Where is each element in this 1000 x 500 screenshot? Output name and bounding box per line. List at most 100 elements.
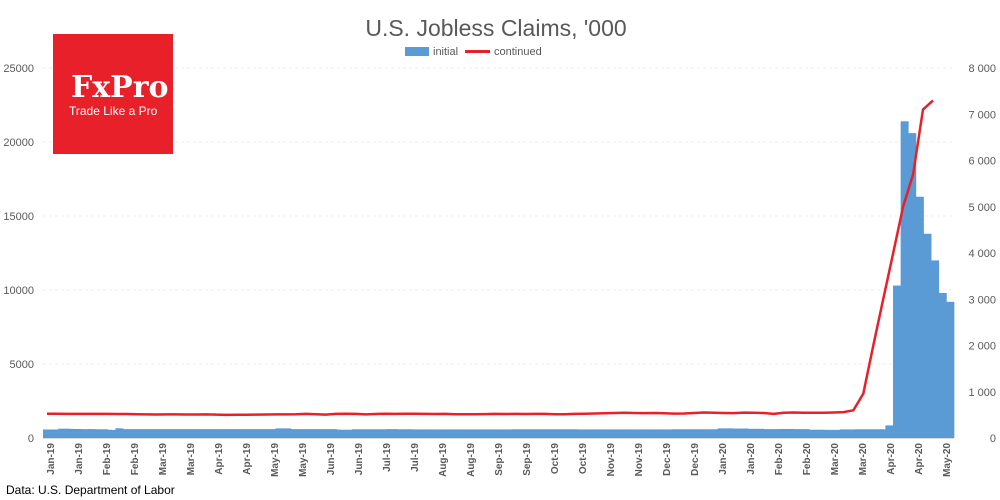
initial-bar (50, 429, 55, 438)
initial-bar (431, 429, 436, 438)
initial-bar (473, 429, 478, 438)
initial-bar (523, 429, 528, 438)
initial-claims-bars (43, 121, 955, 438)
initial-bar (386, 429, 391, 438)
initial-bar (885, 425, 890, 438)
initial-bar (366, 429, 372, 438)
initial-bar (123, 429, 128, 438)
initial-bar (229, 429, 234, 438)
y-right-tick-label: 6 000 (968, 156, 996, 168)
initial-bar (172, 429, 177, 438)
y-right-tick-label: 8 000 (968, 63, 996, 75)
initial-bar (763, 429, 768, 438)
initial-bar (424, 429, 429, 438)
initial-bar (538, 429, 543, 438)
initial-bar (96, 429, 101, 438)
x-tick-label: Dec-19 (662, 443, 673, 476)
initial-bar (306, 429, 311, 438)
initial-bar (218, 429, 223, 438)
initial-bar (767, 429, 772, 438)
initial-bar (111, 430, 116, 438)
initial-bar (828, 429, 833, 438)
initial-bar (721, 428, 726, 438)
initial-bar (488, 429, 494, 438)
initial-bar (908, 133, 913, 438)
initial-bar (584, 429, 589, 438)
initial-bar (241, 429, 246, 438)
initial-bar (92, 429, 97, 438)
initial-bar (778, 428, 783, 438)
initial-bar (923, 233, 928, 438)
initial-bar (717, 428, 722, 438)
x-tick-label: Nov-19 (606, 443, 617, 477)
initial-bar (336, 429, 341, 438)
initial-bar (153, 429, 158, 438)
initial-bar (900, 121, 905, 438)
initial-bar (43, 429, 48, 438)
y-right-tick-label: 2 000 (968, 341, 996, 353)
initial-bar (675, 429, 680, 438)
initial-bar (340, 429, 345, 438)
initial-bar (492, 429, 497, 438)
initial-bar (73, 428, 78, 438)
initial-bar (816, 429, 821, 438)
initial-bar (397, 429, 402, 438)
initial-bar (271, 429, 276, 438)
initial-bar (363, 429, 368, 438)
initial-bar (370, 429, 375, 438)
logo-brand: FxPro (71, 70, 169, 105)
initial-bar (84, 429, 90, 438)
legend-initial-swatch (405, 47, 429, 56)
initial-bar (527, 429, 532, 438)
initial-bar (466, 429, 471, 438)
x-axis: Jan-19 Jan-19 Feb-19 Feb-19 Mar-19 Mar-19 Apr-… (46, 443, 953, 477)
initial-bar (641, 429, 646, 438)
x-tick-label: Sep-19 (522, 443, 533, 476)
initial-bar (774, 429, 780, 438)
initial-bar (668, 429, 673, 438)
initial-bar (637, 429, 642, 438)
legend: initial continued (405, 46, 542, 58)
initial-bar (351, 429, 356, 438)
initial-bar (626, 429, 631, 438)
y-axis-left: 0 5000 10000 15000 20000 25000 (3, 63, 34, 445)
initial-bar (393, 429, 398, 438)
initial-bar (572, 429, 577, 438)
initial-bar (755, 428, 760, 438)
initial-bar (687, 429, 692, 438)
x-tick-label: Aug-19 (466, 443, 477, 477)
initial-bar (519, 429, 524, 438)
initial-bar (214, 429, 219, 438)
initial-bar (656, 429, 661, 438)
initial-bar (866, 429, 871, 438)
initial-bar (313, 429, 318, 438)
initial-bar (119, 428, 124, 438)
initial-bar (260, 429, 265, 438)
initial-bar (290, 429, 295, 438)
initial-bar (915, 196, 921, 438)
y-left-tick-label: 5000 (10, 359, 34, 371)
initial-bar (65, 428, 71, 438)
initial-bar (378, 429, 383, 438)
continued-line (47, 99, 934, 417)
initial-bar (591, 429, 597, 438)
initial-bar (374, 429, 379, 438)
initial-bar (126, 429, 132, 438)
initial-bar (500, 429, 505, 438)
initial-bar (168, 429, 173, 438)
initial-bar (283, 428, 288, 438)
initial-bar (481, 429, 486, 438)
initial-bar (427, 429, 433, 438)
initial-bar (660, 429, 665, 438)
source-note: Data: U.S. Department of Labor (6, 483, 175, 497)
initial-bar (161, 429, 166, 438)
initial-bar (622, 429, 627, 438)
initial-bar (801, 429, 806, 438)
legend-initial-label: initial (433, 46, 458, 58)
initial-bar (732, 428, 738, 438)
initial-bar (203, 429, 208, 438)
x-tick-label: Sep-19 (494, 443, 505, 476)
initial-bar (580, 429, 585, 438)
x-tick-label: Jan-19 (46, 443, 57, 475)
initial-bar (191, 429, 196, 438)
